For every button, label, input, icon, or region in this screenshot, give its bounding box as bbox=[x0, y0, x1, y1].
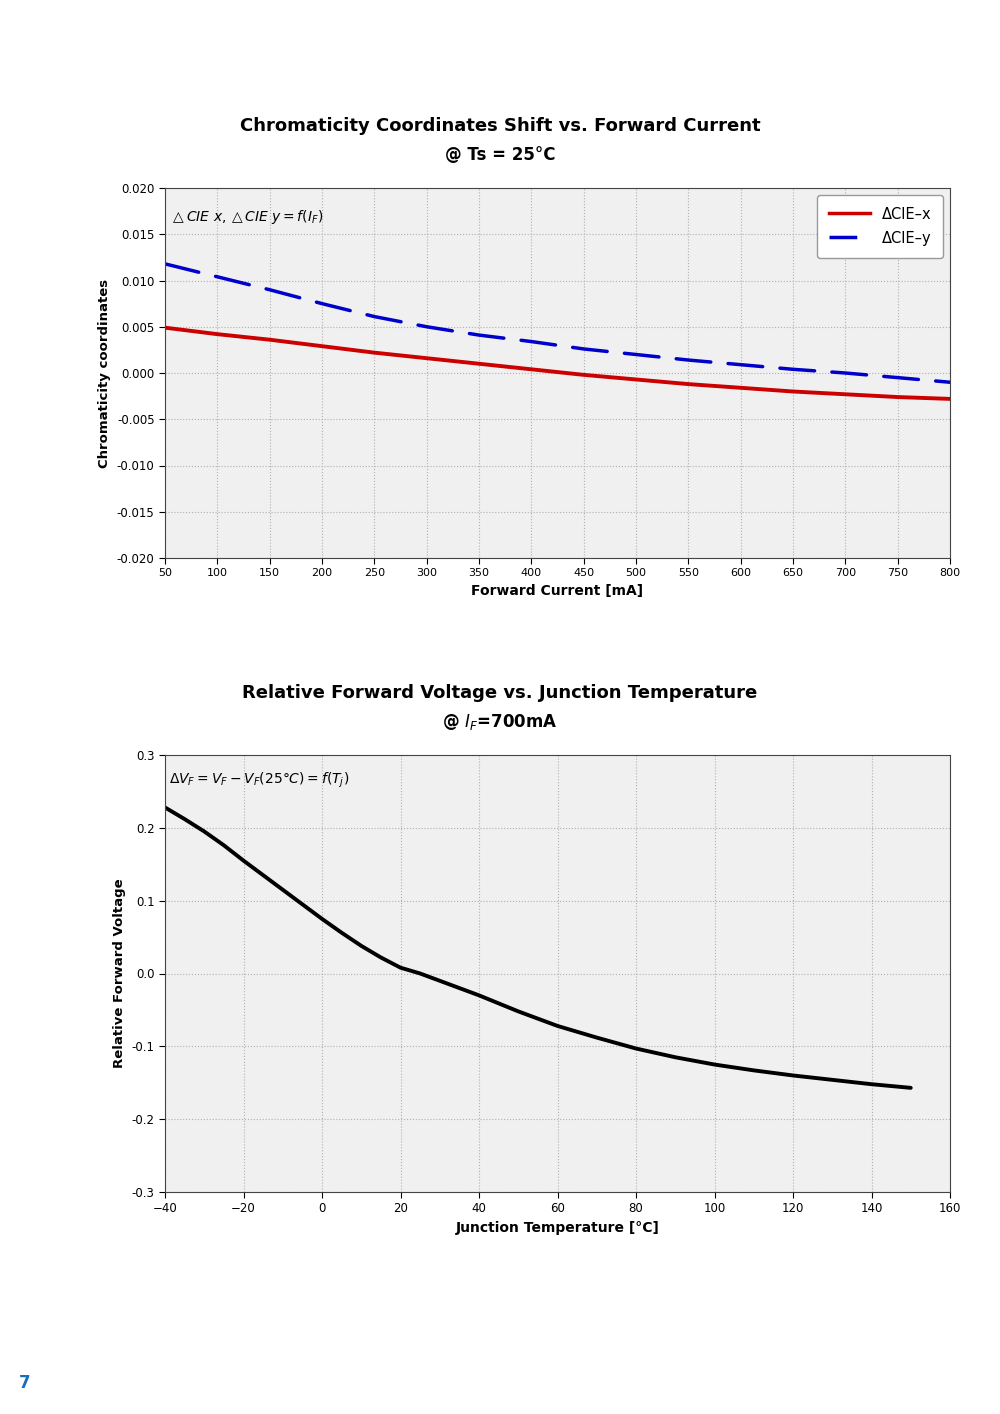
Text: 7: 7 bbox=[19, 1374, 31, 1391]
Text: @ Ts = 25°C: @ Ts = 25°C bbox=[445, 147, 555, 164]
X-axis label: Junction Temperature [°C]: Junction Temperature [°C] bbox=[456, 1220, 659, 1234]
Text: Chromaticity Coordinates Shift vs. Forward Current: Chromaticity Coordinates Shift vs. Forwa… bbox=[240, 117, 760, 134]
Text: $\triangle CIE\ x, \triangle CIE\ y = f(I_F)$: $\triangle CIE\ x, \triangle CIE\ y = f(… bbox=[170, 208, 324, 226]
Text: DATASHEET: DATASHEET bbox=[22, 54, 113, 68]
Text: AUTOMOTIVE: AUTOMOTIVE bbox=[871, 92, 975, 106]
Text: $\Delta V_F = V_F - V_F(25°C) = f(T_j)$: $\Delta V_F = V_F - V_F(25°C) = f(T_j)$ bbox=[169, 771, 349, 790]
Text: Copyright © 2016, Everlight All Rights Reserved. Release Date: Mar.24.2017   Iss: Copyright © 2016, Everlight All Rights R… bbox=[234, 1379, 766, 1389]
Text: Relative Forward Voltage vs. Junction Temperature: Relative Forward Voltage vs. Junction Te… bbox=[242, 684, 758, 701]
Text: CH2016-C07001H-AM: CH2016-C07001H-AM bbox=[22, 88, 189, 102]
Y-axis label: Chromaticity coordinates: Chromaticity coordinates bbox=[98, 279, 111, 468]
Text: EVERLIGHT: EVERLIGHT bbox=[766, 49, 975, 83]
Text: www.everlight.com: www.everlight.com bbox=[829, 1376, 980, 1390]
Legend: ΔCIE–x, ΔCIE–y: ΔCIE–x, ΔCIE–y bbox=[817, 195, 943, 259]
Text: @ $I_F$=700mA: @ $I_F$=700mA bbox=[442, 713, 558, 732]
X-axis label: Forward Current [mA]: Forward Current [mA] bbox=[471, 584, 644, 598]
FancyBboxPatch shape bbox=[0, 1356, 55, 1410]
Y-axis label: Relative Forward Voltage: Relative Forward Voltage bbox=[113, 878, 126, 1069]
